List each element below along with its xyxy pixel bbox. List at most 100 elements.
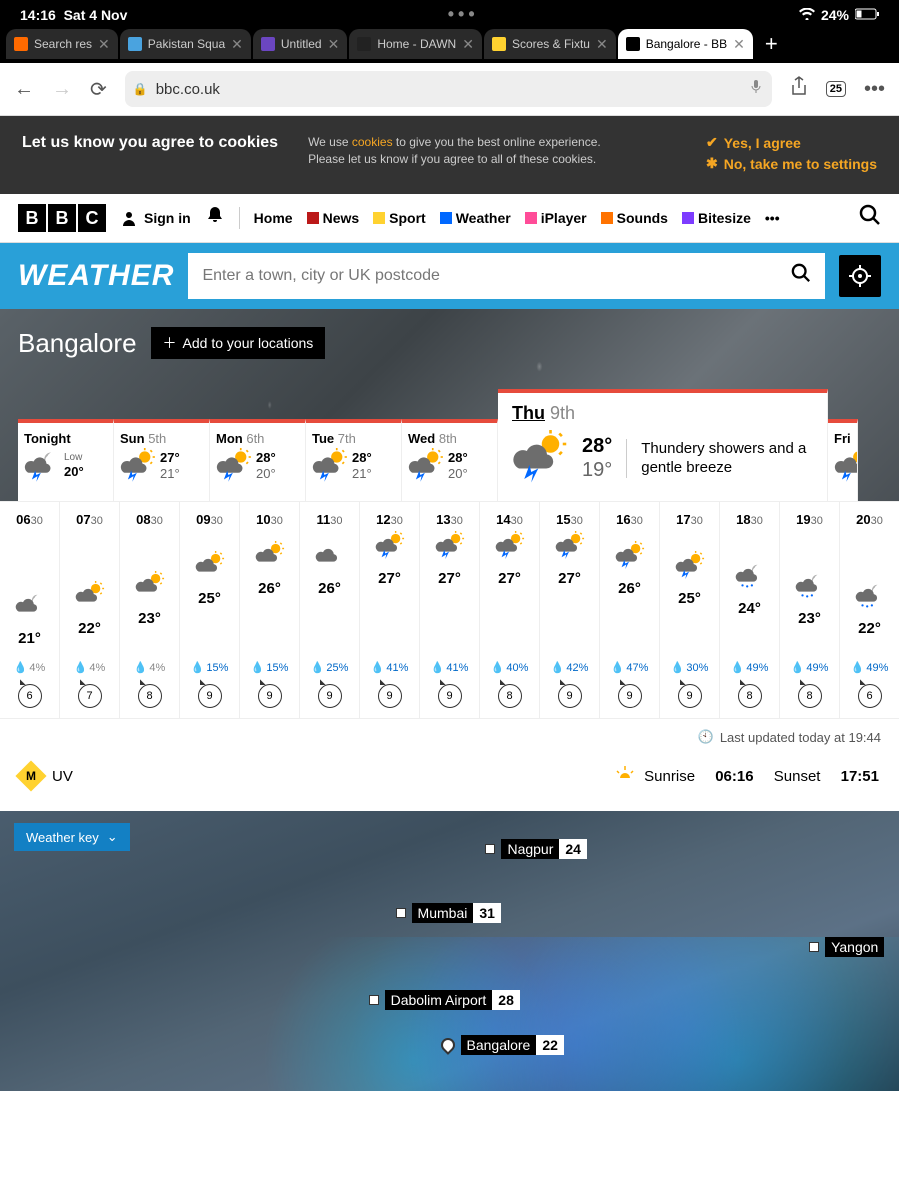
weather-icon bbox=[15, 591, 45, 621]
precip-chance: 💧4% bbox=[74, 661, 106, 674]
day-tab[interactable]: Wed 8th28°20° bbox=[402, 419, 498, 501]
wind-speed: 9 bbox=[558, 684, 582, 708]
browser-tab[interactable]: Pakistan Squa ✕ bbox=[120, 29, 251, 59]
hour-column[interactable]: 0930 25° 💧15% 9 bbox=[180, 502, 240, 718]
weather-map[interactable]: Weather key ⌄ Nagpur24 Mumbai31 Dabolim Ai… bbox=[0, 811, 899, 1091]
hour-time: 0830 bbox=[136, 512, 163, 527]
close-tab-icon[interactable]: ✕ bbox=[462, 36, 474, 53]
wind-speed: 8 bbox=[738, 684, 762, 708]
favicon bbox=[261, 37, 275, 51]
day-tab[interactable]: Sun 5th27°21° bbox=[114, 419, 210, 501]
hour-column[interactable]: 1930 23° 💧49% 8 bbox=[780, 502, 840, 718]
search-icon[interactable] bbox=[791, 263, 811, 289]
nav-weather[interactable]: Weather bbox=[440, 210, 511, 226]
browser-tab[interactable]: Scores & Fixtu✕ bbox=[484, 29, 616, 59]
add-location-button[interactable]: ＋ Add to your locations bbox=[151, 327, 326, 359]
back-button[interactable]: ← bbox=[14, 78, 34, 101]
day-tab[interactable]: Tonight Low20° bbox=[18, 419, 114, 501]
hour-time: 1130 bbox=[317, 512, 343, 527]
location-search-input[interactable]: Enter a town, city or UK postcode bbox=[188, 253, 825, 299]
hour-column[interactable]: 1030 26° 💧15% 9 bbox=[240, 502, 300, 718]
hour-time: 1530 bbox=[556, 512, 583, 527]
hour-column[interactable]: 0630 21° 💧4% 6 bbox=[0, 502, 60, 718]
hour-column[interactable]: 1230 27° 💧41% 9 bbox=[360, 502, 420, 718]
map-city[interactable]: Mumbai31 bbox=[396, 903, 501, 923]
browser-tab[interactable]: Search res✕ bbox=[6, 29, 118, 59]
hour-column[interactable]: 1830 24° 💧49% 8 bbox=[720, 502, 780, 718]
day-tab[interactable]: Mon 6th28°20° bbox=[210, 419, 306, 501]
close-tab-icon[interactable]: ✕ bbox=[733, 36, 745, 53]
status-time: 14:16 bbox=[20, 7, 56, 23]
map-city[interactable]: Yangon bbox=[809, 937, 884, 957]
wifi-icon bbox=[799, 7, 815, 23]
bell-icon[interactable] bbox=[205, 205, 225, 231]
close-tab-icon[interactable]: ✕ bbox=[328, 36, 340, 53]
close-tab-icon[interactable]: ✕ bbox=[596, 36, 608, 53]
weather-icon bbox=[408, 448, 444, 484]
weather-key-button[interactable]: Weather key ⌄ bbox=[14, 823, 130, 851]
precip-chance: 💧42% bbox=[551, 661, 589, 674]
day-tab[interactable]: Tue 7th28°21° bbox=[306, 419, 402, 501]
droplet-icon: 💧 bbox=[491, 661, 505, 674]
map-city[interactable]: Bangalore22 bbox=[441, 1035, 564, 1055]
nav-home[interactable]: Home bbox=[254, 210, 293, 226]
droplet-icon: 💧 bbox=[671, 661, 685, 674]
day-tab[interactable]: Thu 9th28°19°Thundery showers and a gent… bbox=[498, 389, 828, 501]
hour-column[interactable]: 1630 26° 💧47% 9 bbox=[600, 502, 660, 718]
hour-column[interactable]: 0730 22° 💧4% 7 bbox=[60, 502, 120, 718]
cookie-settings-button[interactable]: ✱No, take me to settings bbox=[706, 155, 877, 172]
forward-button[interactable]: → bbox=[52, 78, 72, 101]
precip-chance: 💧15% bbox=[191, 661, 229, 674]
hour-column[interactable]: 1530 27° 💧42% 9 bbox=[540, 502, 600, 718]
more-button[interactable]: ••• bbox=[864, 78, 885, 101]
precip-chance: 💧41% bbox=[431, 661, 469, 674]
close-tab-icon[interactable]: ✕ bbox=[231, 36, 243, 53]
hour-column[interactable]: 1730 25° 💧30% 9 bbox=[660, 502, 720, 718]
bbc-logo[interactable]: BBC bbox=[18, 204, 106, 232]
hour-column[interactable]: 0830 23° 💧4% 8 bbox=[120, 502, 180, 718]
share-button[interactable] bbox=[790, 76, 808, 102]
nav-sounds[interactable]: Sounds bbox=[601, 210, 668, 226]
geolocate-button[interactable] bbox=[839, 255, 881, 297]
browser-tab-strip: Search res✕Pakistan Squa✕Untitled✕Home -… bbox=[0, 29, 899, 63]
location-name: Bangalore bbox=[18, 328, 137, 359]
tab-label: Home - DAWN bbox=[377, 37, 456, 51]
tab-count-button[interactable]: 25 bbox=[826, 81, 846, 97]
hour-time: 1730 bbox=[676, 512, 703, 527]
new-tab-button[interactable]: + bbox=[755, 31, 788, 57]
nav-bitesize[interactable]: Bitesize bbox=[682, 210, 751, 226]
url-bar[interactable]: 🔒 bbc.co.uk bbox=[125, 71, 772, 107]
hourly-forecast[interactable]: 0630 21° 💧4% 6 0730 22° 💧4% 7 0830 23° 💧… bbox=[0, 501, 899, 719]
hour-time: 0630 bbox=[16, 512, 43, 527]
browser-tab[interactable]: Bangalore - BB✕ bbox=[618, 29, 753, 59]
hour-column[interactable]: 2030 22° 💧49% 6 bbox=[840, 502, 899, 718]
hour-column[interactable]: 1330 27° 💧41% 9 bbox=[420, 502, 480, 718]
tab-label: Pakistan Squa bbox=[148, 37, 225, 51]
close-tab-icon[interactable]: ✕ bbox=[98, 36, 110, 53]
nav-more[interactable]: ••• bbox=[765, 210, 780, 226]
reload-button[interactable]: ⟳ bbox=[90, 77, 107, 102]
nav-news[interactable]: News bbox=[307, 210, 360, 226]
weather-icon bbox=[735, 561, 765, 591]
map-city[interactable]: Nagpur24 bbox=[485, 839, 587, 859]
city-marker-icon bbox=[438, 1035, 458, 1055]
day-tab[interactable]: Fri bbox=[828, 419, 858, 501]
nav-iplayer[interactable]: iPlayer bbox=[525, 210, 587, 226]
hour-time: 0930 bbox=[196, 512, 223, 527]
hour-column[interactable]: 1130 26° 💧25% 9 bbox=[300, 502, 360, 718]
hour-temp: 25° bbox=[675, 590, 705, 607]
hour-column[interactable]: 1430 27° 💧40% 8 bbox=[480, 502, 540, 718]
sunrise-icon bbox=[614, 766, 636, 786]
cookies-link[interactable]: cookies bbox=[352, 135, 393, 149]
cookie-agree-button[interactable]: ✔Yes, I agree bbox=[706, 134, 877, 151]
favicon bbox=[128, 37, 142, 51]
wind-speed: 9 bbox=[618, 684, 642, 708]
nav-sport[interactable]: Sport bbox=[373, 210, 426, 226]
mic-icon[interactable] bbox=[748, 79, 764, 99]
map-city[interactable]: Dabolim Airport28 bbox=[369, 990, 520, 1010]
nav-search-icon[interactable] bbox=[859, 204, 881, 232]
browser-tab[interactable]: Home - DAWN ✕ bbox=[349, 29, 482, 59]
plus-icon: ＋ bbox=[163, 333, 177, 353]
browser-tab[interactable]: Untitled✕ bbox=[253, 29, 347, 59]
signin-button[interactable]: Sign in bbox=[120, 209, 191, 227]
